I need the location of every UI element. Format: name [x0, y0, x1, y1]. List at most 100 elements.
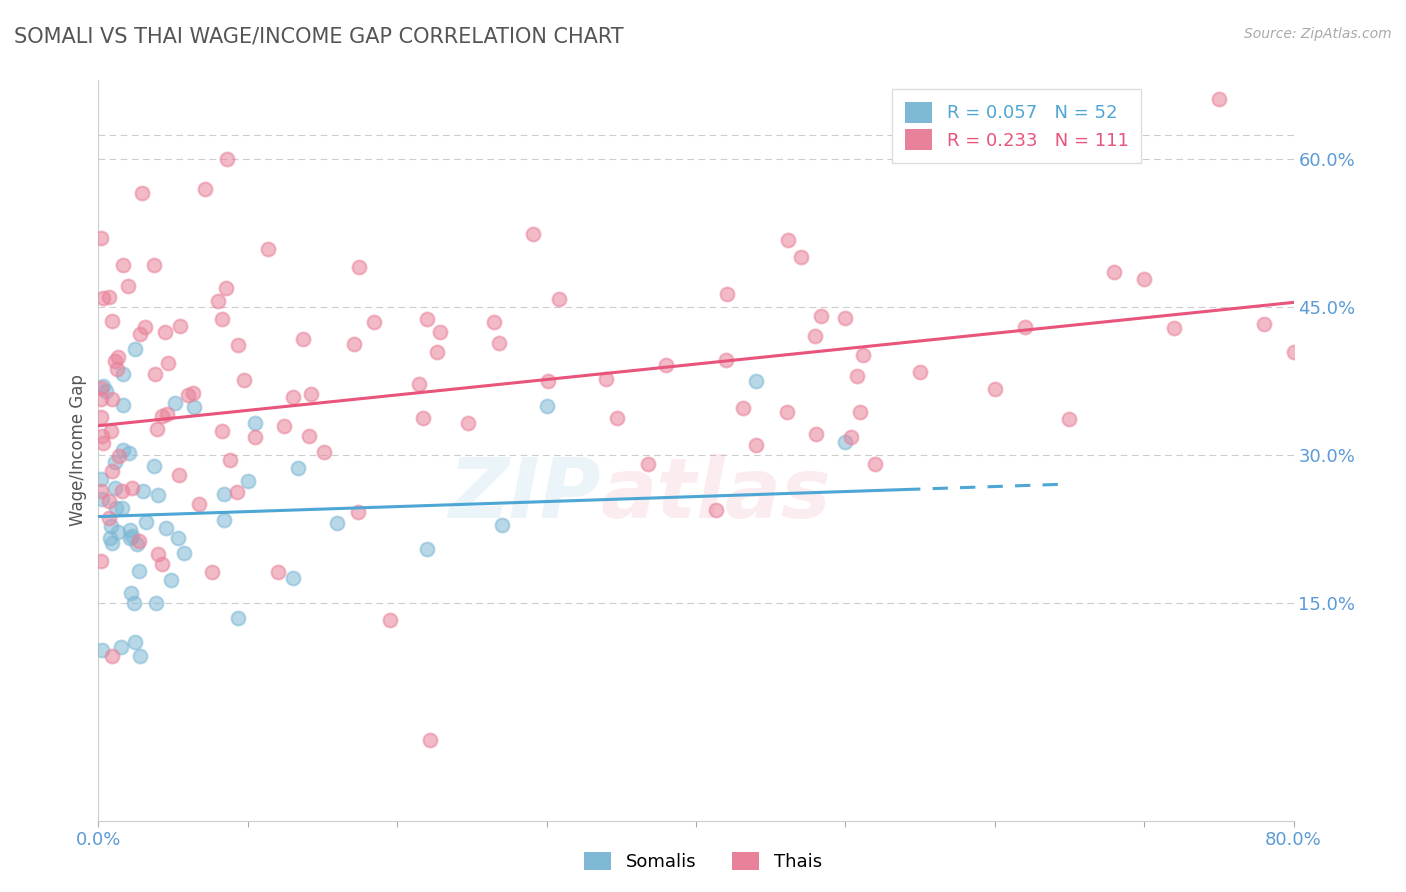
Point: [104, 481, 127, 495]
Point: [112, 258, 135, 272]
Point: [90, 381, 112, 395]
Point: [714, 352, 737, 367]
Point: [775, 405, 797, 419]
Point: [146, 547, 169, 561]
Point: [150, 409, 173, 423]
Point: [146, 488, 169, 502]
Point: [111, 500, 134, 515]
Point: [849, 405, 872, 419]
Point: [363, 315, 385, 329]
Point: [100, 519, 122, 533]
Point: [778, 234, 800, 248]
Point: [215, 280, 238, 294]
Point: [266, 565, 288, 579]
Point: [127, 537, 149, 551]
Point: [243, 430, 266, 444]
Point: [194, 182, 217, 196]
Point: [101, 536, 124, 550]
Point: [716, 286, 738, 301]
Point: [150, 557, 173, 571]
Point: [91, 435, 114, 450]
Text: ZIP: ZIP: [447, 454, 600, 535]
Point: [135, 515, 157, 529]
Point: [245, 416, 267, 430]
Point: [347, 504, 370, 518]
Point: [111, 398, 134, 412]
Point: [347, 260, 370, 275]
Point: [156, 407, 179, 421]
Point: [91, 491, 114, 506]
Legend: Somalis, Thais: Somalis, Thais: [576, 845, 830, 879]
Point: [90, 472, 112, 486]
Point: [153, 325, 176, 339]
Point: [128, 564, 150, 578]
Point: [228, 611, 250, 625]
Point: [91, 291, 114, 305]
Point: [1014, 320, 1036, 334]
Point: [298, 429, 321, 443]
Point: [226, 485, 249, 500]
Point: [810, 309, 832, 323]
Point: [343, 337, 366, 351]
Point: [100, 532, 122, 546]
Point: [98, 511, 121, 525]
Point: [845, 369, 868, 384]
Point: [232, 373, 254, 387]
Point: [212, 513, 235, 527]
Point: [145, 422, 167, 436]
Point: [160, 573, 183, 587]
Point: [90, 392, 112, 406]
Point: [834, 434, 856, 449]
Point: [457, 416, 479, 430]
Point: [215, 153, 238, 167]
Point: [537, 374, 560, 388]
Point: [491, 518, 513, 533]
Point: [281, 390, 304, 404]
Point: [281, 571, 304, 585]
Point: [637, 457, 659, 471]
Point: [789, 250, 811, 264]
Point: [211, 312, 233, 326]
Point: [852, 348, 875, 362]
Point: [865, 457, 887, 471]
Point: [143, 459, 166, 474]
Text: atlas: atlas: [600, 454, 831, 535]
Point: [488, 336, 510, 351]
Point: [704, 502, 727, 516]
Point: [745, 374, 768, 388]
Point: [547, 292, 569, 306]
Point: [90, 231, 112, 245]
Point: [101, 648, 124, 663]
Point: [1208, 92, 1230, 106]
Point: [94, 384, 117, 398]
Point: [416, 312, 439, 326]
Point: [118, 523, 141, 537]
Point: [536, 399, 558, 413]
Point: [155, 521, 177, 535]
Point: [181, 385, 204, 400]
Point: [187, 497, 209, 511]
Point: [129, 649, 152, 664]
Point: [118, 532, 141, 546]
Point: [91, 643, 114, 657]
Point: [111, 484, 134, 499]
Point: [595, 372, 617, 386]
Point: [112, 368, 135, 382]
Point: [104, 354, 127, 368]
Point: [91, 378, 114, 392]
Point: [121, 481, 143, 495]
Point: [101, 314, 124, 328]
Point: [416, 542, 439, 557]
Point: [124, 635, 146, 649]
Y-axis label: Wage/Income Gap: Wage/Income Gap: [69, 375, 87, 526]
Point: [256, 242, 278, 256]
Point: [110, 640, 132, 655]
Point: [176, 388, 198, 402]
Point: [834, 311, 856, 326]
Point: [606, 411, 628, 425]
Point: [226, 338, 249, 352]
Point: [1133, 272, 1156, 286]
Point: [124, 342, 146, 356]
Text: SOMALI VS THAI WAGE/INCOME GAP CORRELATION CHART: SOMALI VS THAI WAGE/INCOME GAP CORRELATI…: [14, 27, 624, 46]
Point: [419, 732, 441, 747]
